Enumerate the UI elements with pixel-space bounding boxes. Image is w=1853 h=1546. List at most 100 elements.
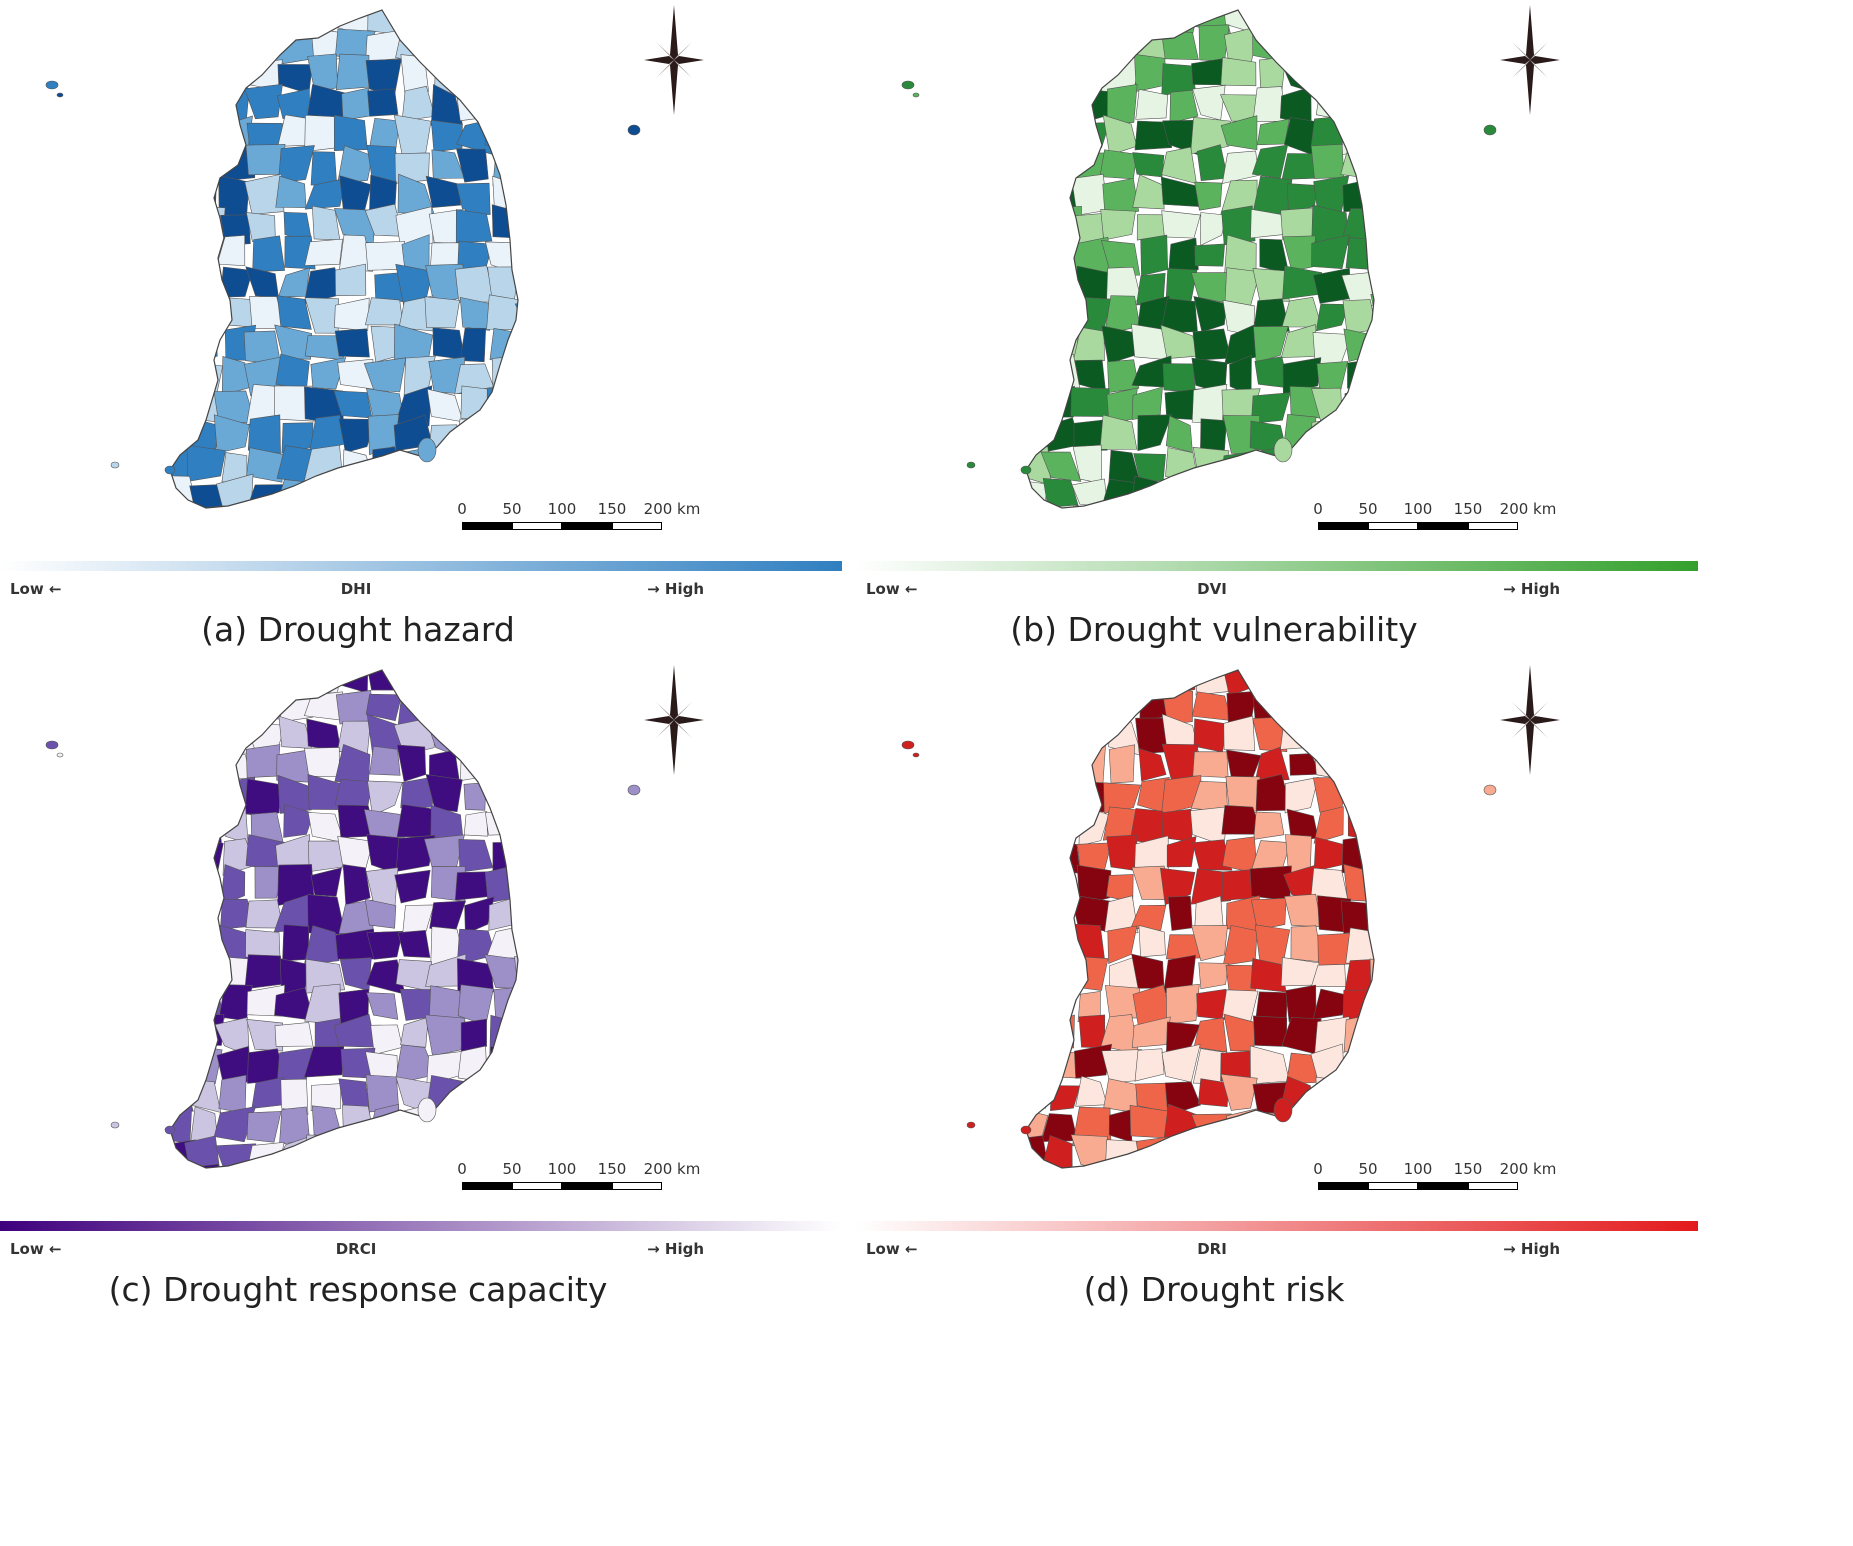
district-region	[1192, 328, 1232, 361]
district-region	[1108, 1109, 1133, 1143]
scale-tick-label: 0	[1313, 1160, 1323, 1178]
district-region	[1311, 234, 1350, 269]
district-region	[1105, 690, 1141, 726]
district-region	[170, 327, 191, 361]
panel-caption: (c) Drought response capacity	[108, 1270, 608, 1309]
district-region	[1102, 178, 1140, 217]
district-region	[425, 175, 462, 208]
district-region	[1073, 419, 1108, 452]
district-region	[426, 670, 456, 688]
district-region	[1193, 296, 1227, 333]
island	[1020, 465, 1032, 475]
scale-tick-label: 200 km	[1499, 500, 1557, 518]
district-region	[1107, 925, 1138, 965]
island	[110, 1121, 120, 1129]
district-region	[1255, 991, 1288, 1019]
district-region	[246, 744, 281, 779]
district-region	[460, 53, 492, 96]
scale-bar: 0 50 100 150 200 km	[457, 500, 702, 540]
district-region	[189, 1045, 223, 1084]
district-region	[1253, 1015, 1288, 1047]
district-region	[221, 356, 251, 396]
district-region	[310, 357, 347, 390]
district-region	[339, 175, 372, 212]
district-region	[1161, 743, 1199, 782]
district-region	[1370, 1044, 1374, 1085]
district-region	[334, 1136, 376, 1168]
district-region	[519, 1082, 550, 1109]
district-region	[1378, 183, 1407, 214]
district-region	[1225, 1164, 1255, 1168]
district-region	[1070, 687, 1105, 724]
district-region	[1310, 417, 1351, 448]
district-region	[1044, 925, 1076, 963]
district-region	[1251, 144, 1289, 179]
island	[1273, 1097, 1293, 1123]
choropleth-map	[45, 669, 641, 1205]
district-region	[1377, 747, 1409, 780]
district-region	[455, 715, 489, 753]
district-region	[1192, 446, 1230, 484]
district-region	[1191, 57, 1227, 86]
district-region	[486, 421, 518, 456]
district-region	[338, 418, 376, 453]
district-region	[514, 57, 518, 88]
district-region	[188, 723, 223, 756]
district-region	[189, 894, 220, 934]
district-region	[170, 1043, 197, 1086]
district-region	[335, 690, 373, 725]
district-region	[455, 86, 496, 122]
district-region	[1026, 929, 1048, 965]
district-region	[1041, 206, 1082, 243]
district-region	[1193, 1017, 1228, 1053]
district-region	[1228, 1144, 1259, 1168]
district-region	[1026, 776, 1044, 811]
district-region	[278, 504, 313, 508]
district-region	[1166, 835, 1197, 868]
district-region	[1220, 1073, 1258, 1111]
district-region	[1374, 660, 1409, 693]
legend-color-ramp	[0, 1221, 842, 1231]
district-region	[1042, 809, 1078, 843]
scale-tick-label: 150	[1453, 1160, 1483, 1178]
district-region	[1380, 29, 1410, 65]
district-region	[520, 925, 550, 964]
district-region	[459, 297, 496, 331]
district-region	[1044, 504, 1078, 508]
district-region	[185, 177, 217, 217]
district-region	[170, 836, 193, 872]
district-region	[1345, 927, 1374, 964]
island	[912, 92, 920, 98]
scale-tick-label: 100	[547, 500, 577, 518]
district-region	[1314, 452, 1343, 484]
legend-low-label: Low ←	[10, 580, 62, 598]
scale-bar-segment	[1368, 1182, 1418, 1190]
district-region	[1026, 480, 1049, 508]
scale-tick-label: 100	[1403, 1160, 1433, 1178]
district-region	[1132, 152, 1165, 178]
district-region	[484, 749, 518, 783]
district-region	[1026, 670, 1050, 689]
district-region	[170, 84, 194, 125]
district-region	[1099, 149, 1138, 180]
district-region	[1347, 811, 1374, 841]
district-region	[514, 670, 518, 697]
district-region	[1370, 898, 1374, 929]
district-region	[424, 509, 456, 544]
district-region	[274, 324, 313, 360]
district-region	[516, 812, 518, 845]
district-region	[1373, 234, 1374, 275]
district-region	[515, 752, 518, 780]
district-region	[170, 866, 190, 906]
district-region	[515, 25, 518, 65]
district-region	[1285, 984, 1317, 1023]
district-region	[1256, 118, 1290, 146]
district-region	[1345, 1111, 1374, 1139]
district-region	[1135, 88, 1169, 120]
district-region	[1312, 988, 1348, 1020]
district-region	[1167, 895, 1193, 931]
district-region	[371, 1135, 395, 1168]
district-region	[1101, 25, 1137, 66]
legend-color-ramp	[856, 561, 1698, 571]
district-region	[343, 1171, 376, 1205]
